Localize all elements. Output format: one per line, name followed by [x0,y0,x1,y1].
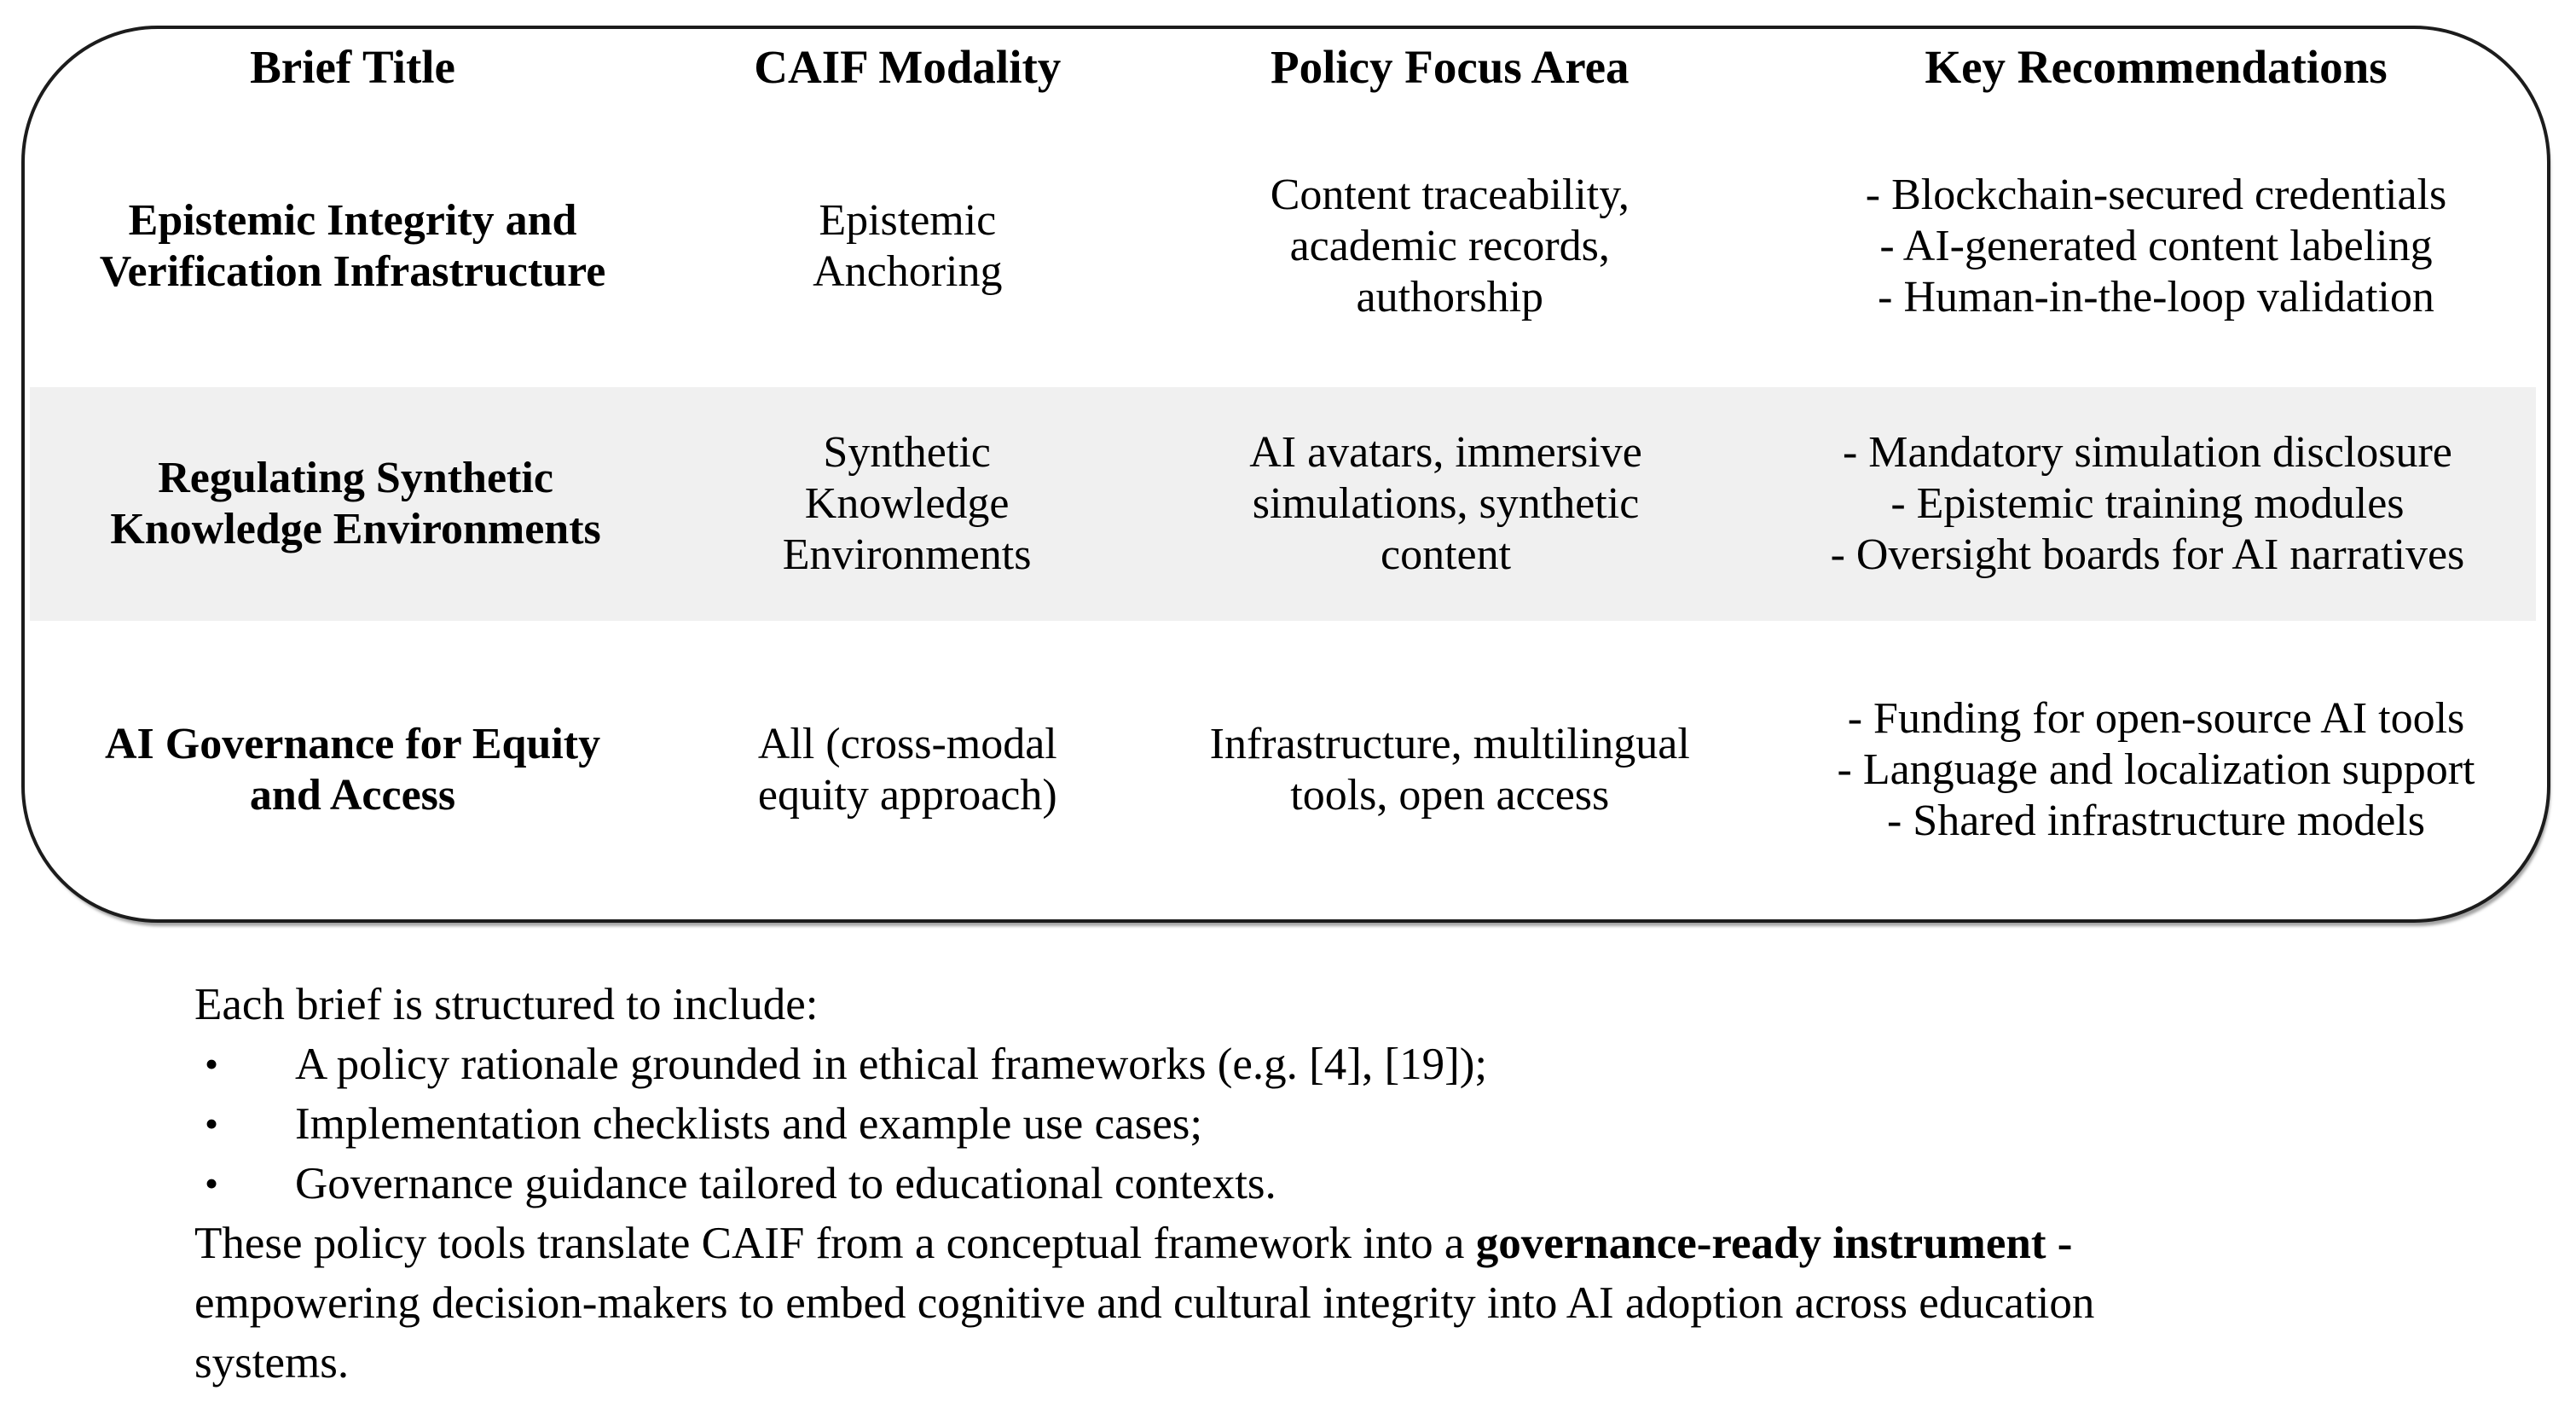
cell-policy-focus-area: Content traceability, academic records, au… [1270,171,1630,322]
closing-paragraph-line-1: These policy tools translate CAIF from a… [194,1214,2411,1273]
cell-brief-title: AI Governance for Equity and Access [104,720,601,820]
table-row: AI Governance for Equity and Access All (… [25,621,2547,919]
list-item-text: Implementation checklists and example us… [295,1099,1203,1149]
table-row: Regulating Synthetic Knowledge Environmen… [25,387,2547,621]
closing-text: These policy tools translate CAIF from a… [194,1219,1476,1268]
column-header-brief-title: Brief Title [250,41,455,93]
cell-key-recommendations: - Mandatory simulation disclosure - Epist… [1830,428,2465,579]
column-header-key-recommendations: Key Recommendations [1925,41,2388,93]
column-header-caif-modality: CAIF Modality [754,41,1062,93]
cell-brief-title: Regulating Synthetic Knowledge Environmen… [110,454,601,553]
closing-bold-text: governance-ready instrument - [1475,1219,2073,1268]
notes-intro: Each brief is structured to include: [194,980,819,1029]
cell-caif-modality: Synthetic Knowledge Environments [782,428,1032,579]
list-item-text: A policy rationale grounded in ethical f… [295,1040,1488,1089]
cell-policy-focus-area: Infrastructure, multilingual tools, open … [1209,720,1690,820]
bullet-icon: • [205,1162,219,1205]
closing-paragraph-line-3: systems. [194,1338,350,1388]
closing-paragraph-line-2: empowering decision-makers to embed cogn… [194,1278,2095,1328]
list-item-text: Governance guidance tailored to educatio… [295,1159,1276,1208]
bullet-icon: • [205,1102,219,1145]
list-item: • Governance guidance tailored to educati… [194,1154,2411,1214]
column-header-policy-focus-area: Policy Focus Area [1270,41,1630,93]
cell-policy-focus-area: AI avatars, immersive simulations, synthe… [1249,428,1642,579]
bullet-icon: • [205,1042,219,1086]
policy-briefs-table: Brief Title CAIF Modality Policy Focus A… [21,26,2550,923]
cell-caif-modality: Epistemic Anchoring [813,196,1003,296]
table-header-row: Brief Title CAIF Modality Policy Focus A… [25,29,2547,106]
cell-key-recommendations: - Funding for open-source AI tools - Lang… [1837,694,2475,845]
cell-brief-title: Epistemic Integrity and Verification Infr… [99,196,606,296]
table-row: Epistemic Integrity and Verification Infr… [25,106,2547,387]
cell-caif-modality: All (cross-modal equity approach) [757,720,1057,820]
list-item: • A policy rationale grounded in ethical … [194,1034,2411,1094]
list-item: • Implementation checklists and example u… [194,1094,2411,1154]
notes-block: Each brief is structured to include: • A … [194,975,2411,1393]
cell-key-recommendations: - Blockchain-secured credentials - AI-gen… [1865,171,2447,322]
